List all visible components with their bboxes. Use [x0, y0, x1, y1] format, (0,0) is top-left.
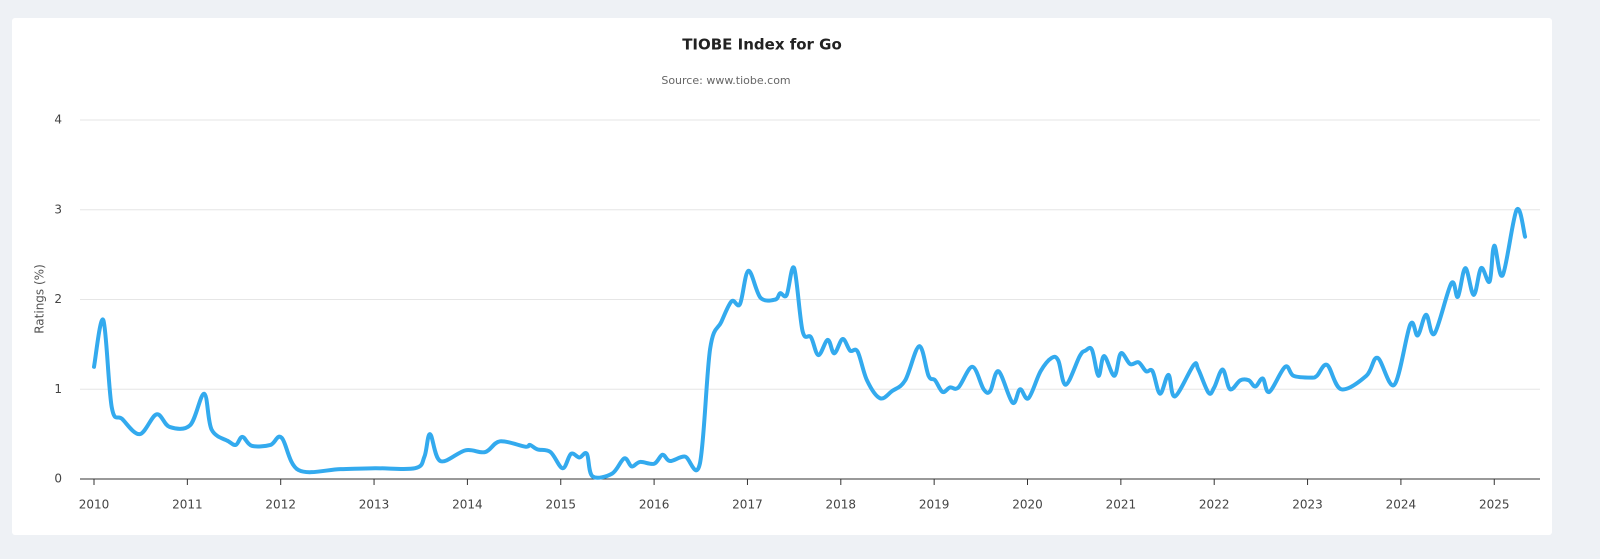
- x-tick-label: 2010: [79, 498, 110, 512]
- x-tick-label: 2019: [919, 498, 950, 512]
- x-tick-label: 2015: [545, 498, 576, 512]
- x-tick-label: 2022: [1199, 498, 1230, 512]
- y-axis-label: Ratings (%): [33, 264, 47, 334]
- chart-title: TIOBE Index for Go: [682, 36, 842, 54]
- x-tick-label: 2013: [359, 498, 390, 512]
- chart-subtitle: Source: www.tiobe.com: [661, 74, 790, 87]
- x-tick-label: 2025: [1479, 498, 1510, 512]
- card: [12, 18, 1552, 535]
- x-tick-label: 2011: [172, 498, 203, 512]
- x-tick-label: 2023: [1292, 498, 1323, 512]
- y-tick-label: 1: [54, 382, 62, 396]
- y-tick-label: 3: [54, 202, 62, 216]
- x-tick-label: 2017: [732, 498, 763, 512]
- x-tick-label: 2024: [1386, 498, 1417, 512]
- x-tick-label: 2016: [639, 498, 670, 512]
- x-tick-label: 2021: [1106, 498, 1137, 512]
- x-tick-label: 2020: [1012, 498, 1043, 512]
- x-tick-label: 2012: [265, 498, 296, 512]
- y-tick-label: 0: [54, 472, 62, 486]
- x-tick-label: 2014: [452, 498, 483, 512]
- y-tick-label: 4: [54, 113, 62, 127]
- y-tick-label: 2: [54, 292, 62, 306]
- series-line: [92, 206, 1528, 480]
- x-tick-label: 2018: [826, 498, 857, 512]
